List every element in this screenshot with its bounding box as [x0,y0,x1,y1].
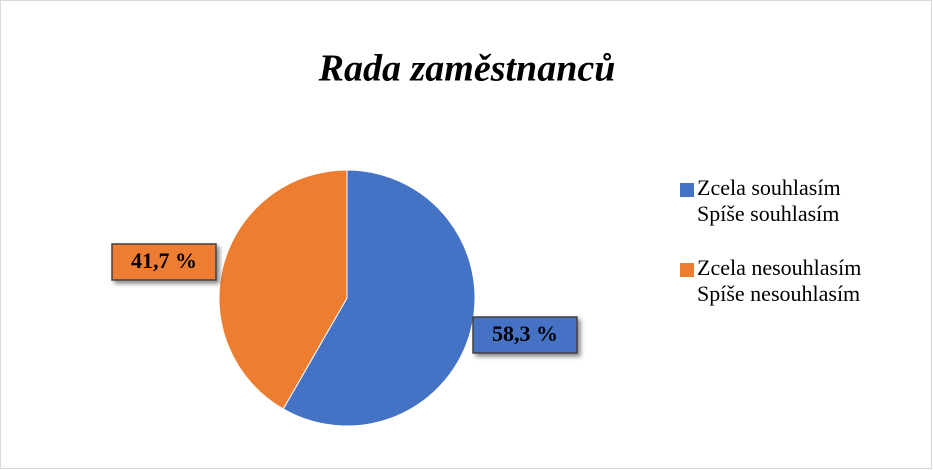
legend-swatch [680,183,694,197]
data-label: 58,3 % [492,321,558,346]
pie-slice [218,169,348,410]
legend-label: Zcela souhlasím Spíše souhlasím [697,175,841,226]
data-label: 41,7 % [131,248,197,273]
data-label-box [472,316,578,354]
data-label-box [111,243,217,281]
legend-label: Zcela nesouhlasím Spíše nesouhlasím [697,255,861,306]
legend-swatch [680,263,694,277]
pie-slice [282,169,476,427]
chart-title: Rada zaměstnanců [318,48,616,90]
